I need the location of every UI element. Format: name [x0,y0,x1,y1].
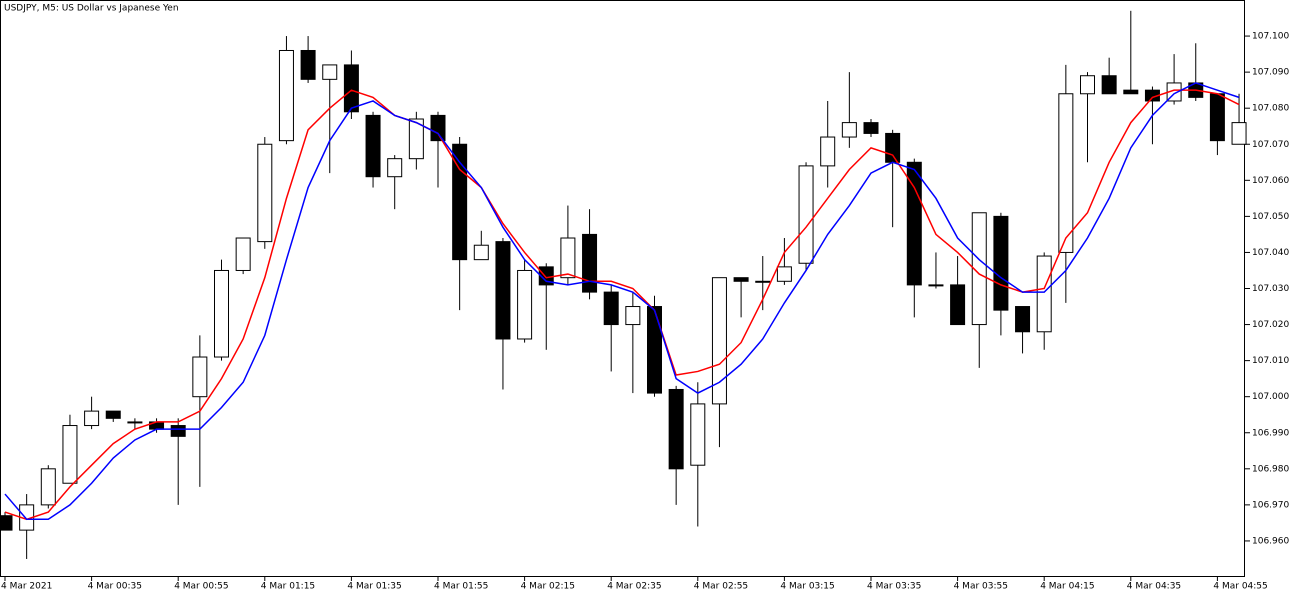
y-tick-label: 107.000 [1252,392,1289,402]
y-tick-label: 107.010 [1252,356,1289,366]
x-tick-label: 4 Mar 2021 [1,582,52,592]
candle-body [84,410,100,427]
moving-average-line [4,89,1240,521]
candle-body [257,143,273,243]
candle-body [387,158,403,178]
candle-body [885,132,901,163]
candle-body [430,114,446,142]
candle-body [343,64,359,113]
x-tick-label: 4 Mar 01:15 [261,582,315,592]
x-tick-label: 4 Mar 04:15 [1040,582,1094,592]
candle-body [1015,306,1031,333]
candle-body [192,356,208,398]
x-tick-label: 4 Mar 02:15 [521,582,575,592]
y-tick-label: 106.980 [1252,464,1289,474]
y-tick-label: 107.040 [1252,248,1289,258]
candle-body [473,244,489,261]
candle-body [214,269,229,358]
x-tick-label: 4 Mar 02:35 [607,582,661,592]
candle-body [105,410,121,419]
candle-body [1231,122,1247,145]
moving-average-line [4,82,1240,521]
candle-body [322,64,338,80]
candle-body [1036,255,1052,333]
candle-body [603,291,619,326]
candle-body [841,122,857,138]
candle-body [625,306,641,326]
candle-body [776,266,792,282]
candle-body [647,306,662,394]
candle-body [40,468,56,506]
y-tick-label: 107.090 [1252,68,1289,78]
x-tick-label: 4 Mar 01:35 [347,582,401,592]
candle-body [668,388,684,470]
candle-body [517,269,533,340]
y-tick-label: 107.020 [1252,320,1289,330]
candle-body [690,403,706,466]
candle-body [408,118,424,160]
x-tick-label: 4 Mar 04:35 [1127,582,1181,592]
candle-body [906,161,922,286]
candle-body [971,212,987,326]
candle-body [1209,93,1225,142]
candle-body [170,425,186,437]
y-tick-label: 107.070 [1252,140,1289,150]
x-tick-label: 4 Mar 02:55 [694,582,748,592]
candle-body [127,421,143,424]
plot-frame [0,0,1245,577]
y-tick-label: 107.030 [1252,284,1289,294]
y-tick-label: 107.100 [1252,32,1289,42]
candle-body [1080,75,1095,95]
y-tick-label: 106.990 [1252,428,1289,438]
x-tick-label: 4 Mar 03:15 [780,582,834,592]
candle-body [863,122,879,134]
candle-body [0,515,13,531]
candle-body [950,284,966,326]
candle-body [495,241,511,340]
candle-body [1123,89,1139,95]
candle-body [1101,75,1117,95]
candle-body [560,237,576,279]
y-tick-label: 107.060 [1252,176,1289,186]
candle-body [928,284,944,287]
candle-body [733,277,749,282]
x-tick-label: 4 Mar 04:55 [1213,582,1267,592]
candle-body [798,165,814,264]
candle-body [300,49,316,80]
x-tick-label: 4 Mar 01:55 [434,582,488,592]
x-tick-label: 4 Mar 03:35 [867,582,921,592]
x-tick-label: 4 Mar 03:55 [954,582,1008,592]
chart-title: USDJPY, M5: US Dollar vs Japanese Yen [4,4,179,14]
y-tick-label: 107.080 [1252,104,1289,114]
candle-body [582,233,598,293]
candle-body [820,136,836,167]
x-tick-label: 4 Mar 00:55 [174,582,228,592]
candle-body [365,114,381,178]
candle-body [711,277,727,405]
candle-body [278,49,294,142]
candle-body [235,237,251,271]
candle-body [62,425,78,484]
x-tick-label: 4 Mar 00:35 [88,582,142,592]
candle-body [993,215,1009,311]
candle-body [1058,93,1074,253]
y-tick-label: 106.960 [1252,536,1289,546]
y-tick-label: 106.970 [1252,500,1289,510]
y-tick-label: 107.050 [1252,212,1289,222]
candle-body [755,280,771,283]
